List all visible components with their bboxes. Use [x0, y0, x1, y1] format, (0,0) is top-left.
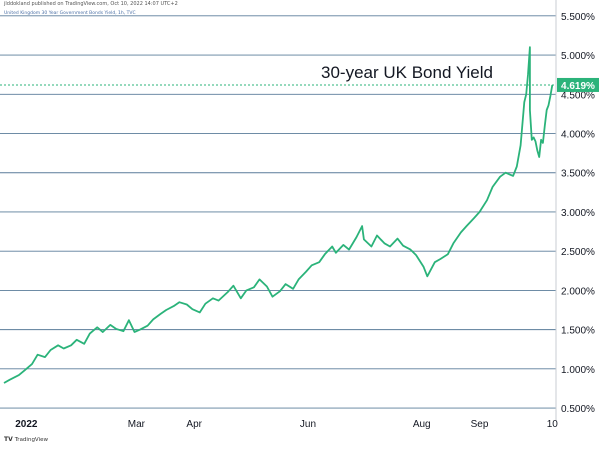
x-tick-label: Apr	[186, 419, 202, 430]
y-axis: 0.500% 1.000% 1.500% 2.000% 2.500% 3.000% 3.50…	[561, 12, 595, 415]
x-tick-label: 10	[547, 419, 559, 430]
tradingview-logo-icon: TV	[4, 436, 13, 443]
x-tick-label: Mar	[128, 419, 146, 430]
tradingview-logo[interactable]: TV TradingView	[4, 436, 48, 443]
publisher-caption: jlddokland published on TradingView.com,…	[4, 1, 178, 7]
x-tick-label: Aug	[413, 419, 431, 430]
y-tick-label: 2.000%	[561, 286, 595, 297]
yield-series-line	[3, 46, 554, 384]
last-value-badge	[557, 77, 599, 92]
line-layer	[3, 46, 554, 384]
y-tick-label: 3.500%	[561, 169, 595, 180]
y-tick-label: 5.000%	[561, 51, 595, 62]
chart-title: 30-year UK Bond Yield	[321, 63, 493, 82]
y-tick-label: 4.000%	[561, 130, 595, 141]
label-layer: 4.619%	[0, 77, 599, 92]
x-tick-label: Jun	[300, 419, 316, 430]
y-tick-label: 0.500%	[561, 404, 595, 415]
y-tick-label: 2.500%	[561, 247, 595, 258]
symbol-caption: United Kingdom 30 Year Government Bonds …	[4, 11, 136, 16]
x-tick-label: Sep	[471, 419, 489, 430]
y-tick-label: 1.500%	[561, 326, 595, 337]
y-tick-label: 5.500%	[561, 12, 595, 23]
y-tick-label: 3.000%	[561, 208, 595, 219]
y-tick-label: 1.000%	[561, 365, 595, 376]
grid-layer	[0, 0, 557, 420]
last-value-label: 4.619%	[561, 81, 595, 92]
x-axis: 2022 Mar Apr Jun Aug Sep 10	[15, 419, 558, 430]
tradingview-logo-text: TradingView	[14, 436, 48, 443]
y-tick-label: 4.500%	[561, 90, 595, 101]
x-tick-label: 2022	[15, 419, 38, 430]
